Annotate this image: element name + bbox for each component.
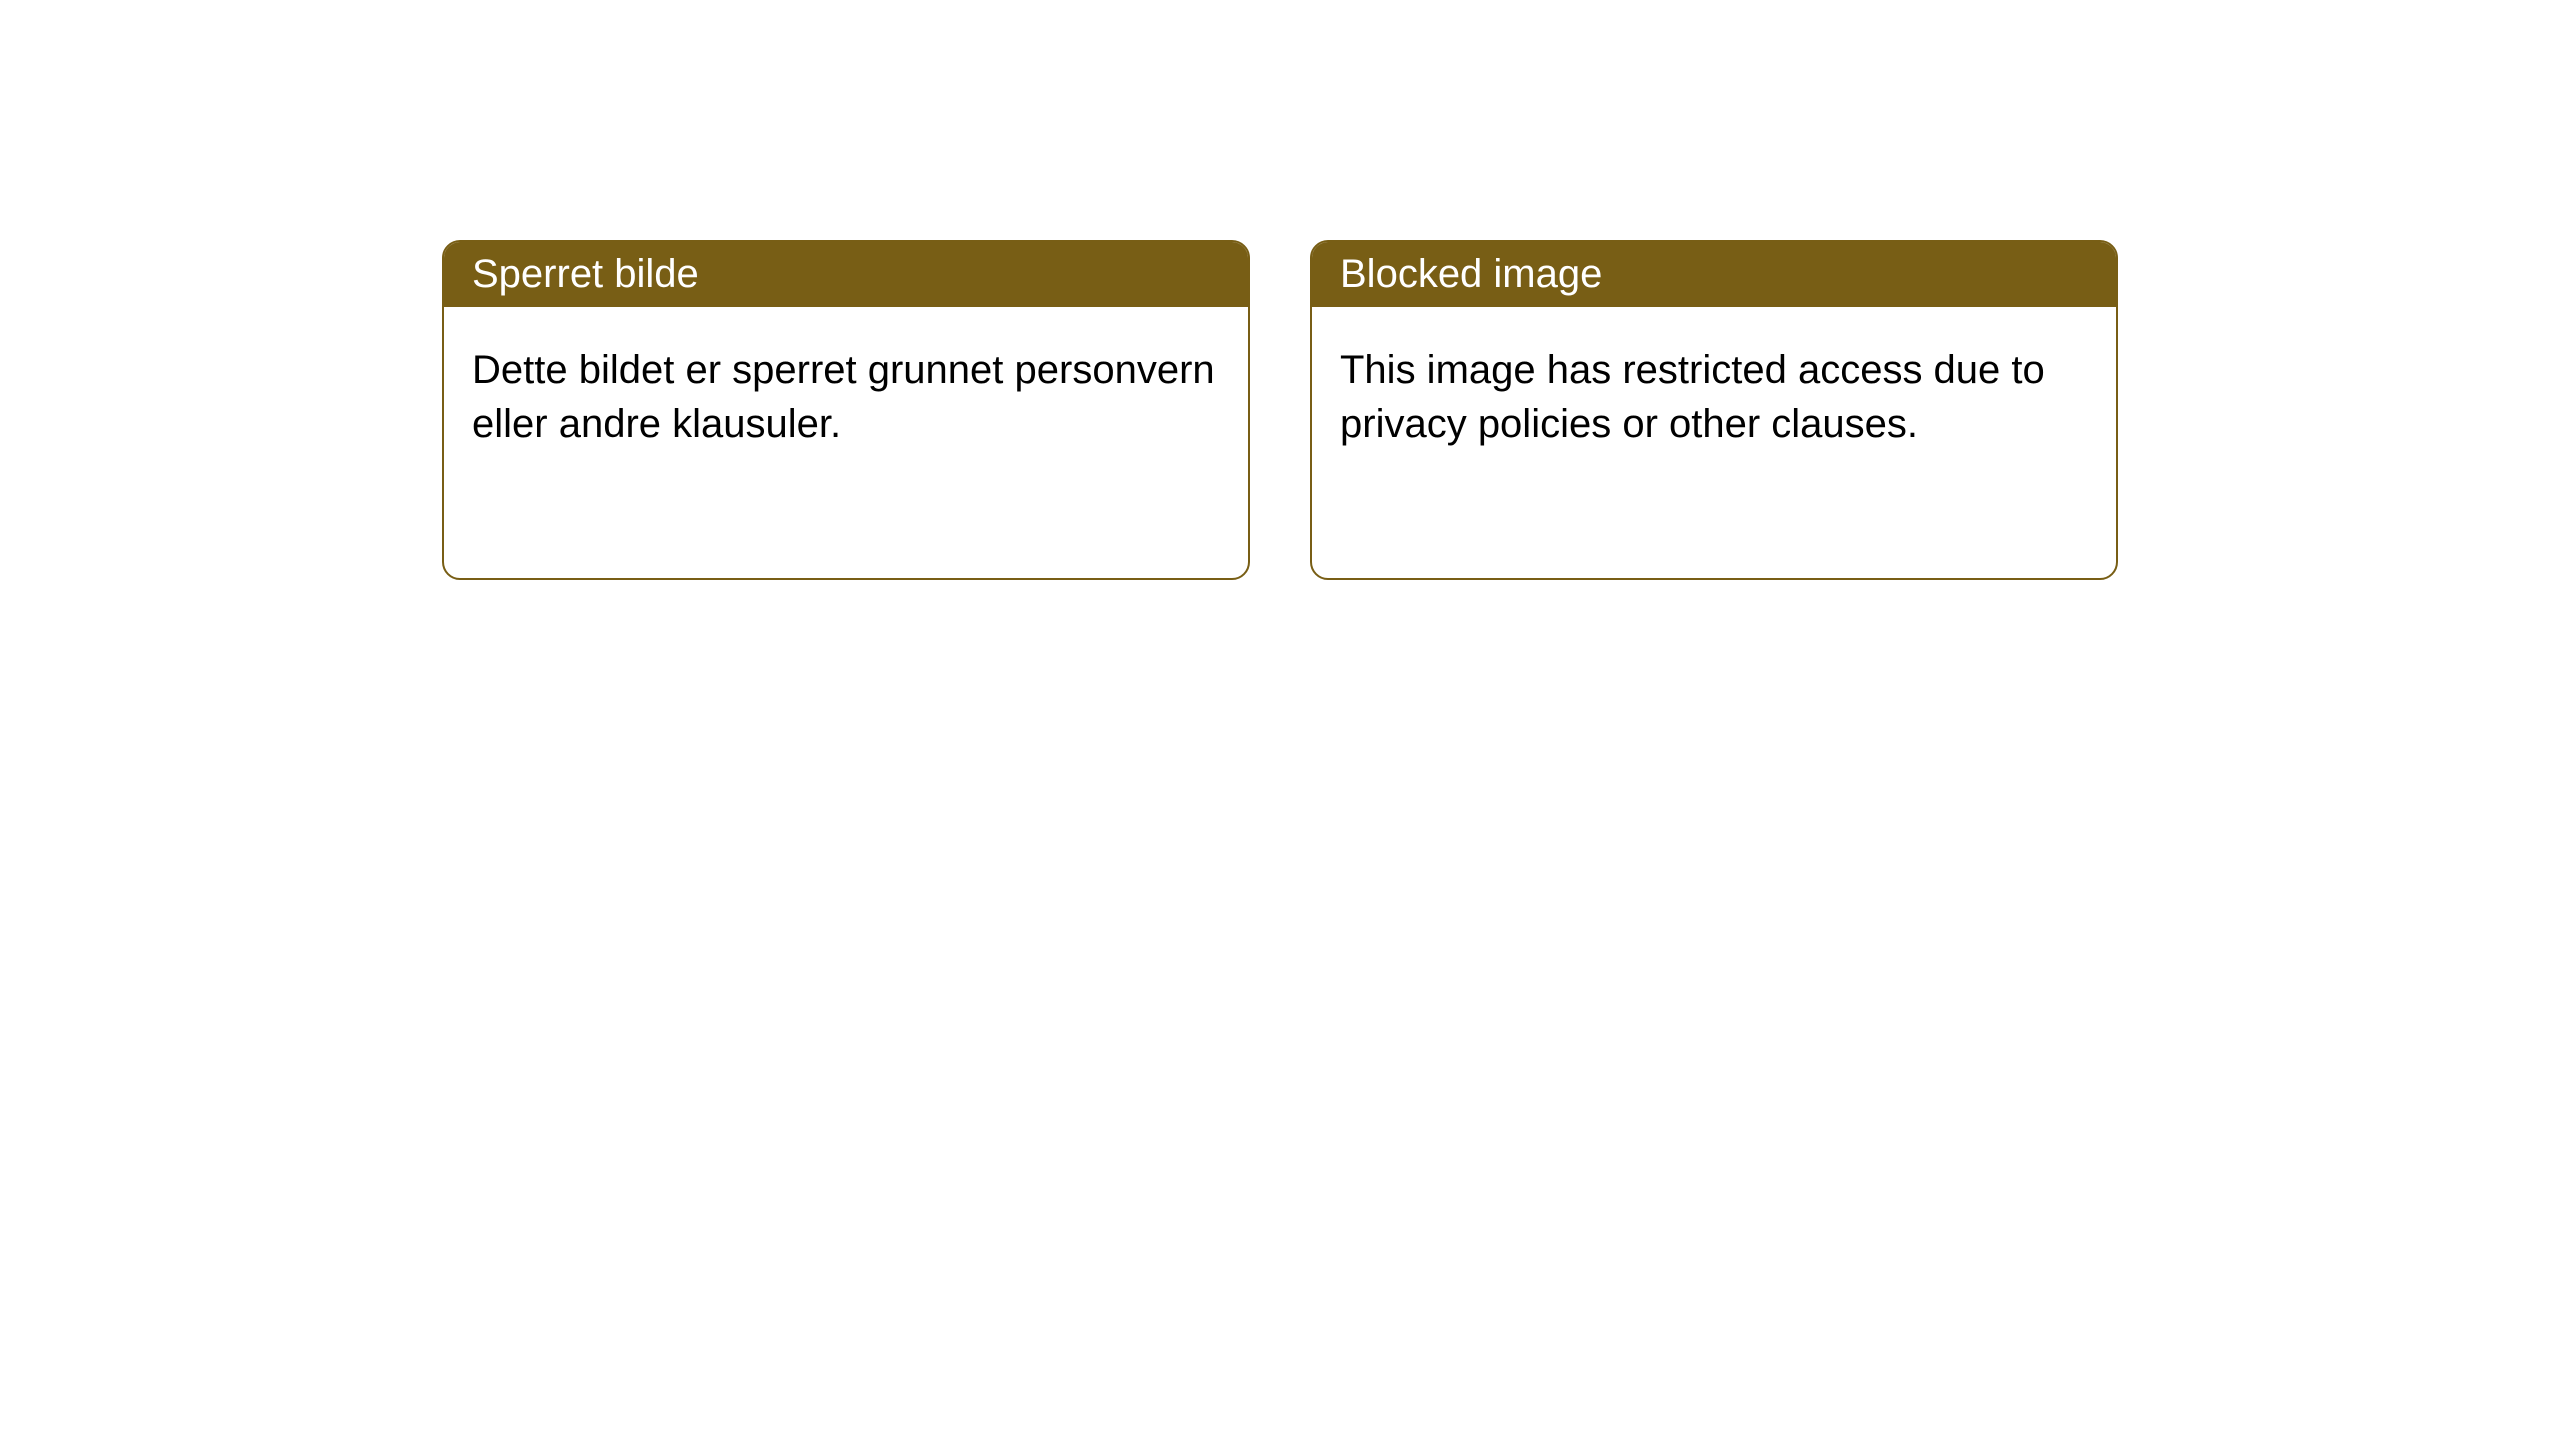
card-title: Sperret bilde xyxy=(472,252,699,296)
card-body: Dette bildet er sperret grunnet personve… xyxy=(444,307,1248,487)
card-header: Blocked image xyxy=(1312,242,2116,307)
card-title: Blocked image xyxy=(1340,252,1602,296)
blocked-image-card-en: Blocked image This image has restricted … xyxy=(1310,240,2118,580)
blocked-image-card-no: Sperret bilde Dette bildet er sperret gr… xyxy=(442,240,1250,580)
cards-container: Sperret bilde Dette bildet er sperret gr… xyxy=(442,240,2118,1440)
card-header: Sperret bilde xyxy=(444,242,1248,307)
card-body: This image has restricted access due to … xyxy=(1312,307,2116,487)
card-body-text: Dette bildet er sperret grunnet personve… xyxy=(472,348,1215,446)
card-body-text: This image has restricted access due to … xyxy=(1340,348,2045,446)
